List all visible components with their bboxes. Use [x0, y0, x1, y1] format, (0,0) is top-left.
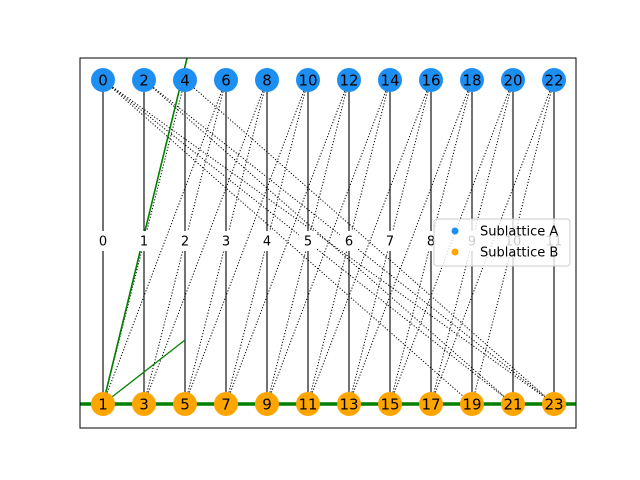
- top-node: [91, 68, 115, 92]
- legend-box: [433, 218, 571, 267]
- top-node-label: 12: [339, 72, 358, 90]
- top-node-label: 18: [462, 72, 481, 90]
- axes-frame: [79, 57, 577, 429]
- legend: Sublattice A Sublattice B: [433, 218, 571, 267]
- dotted-edge: [307, 79, 432, 405]
- bottom-node: [255, 392, 279, 416]
- bottom-node: [378, 392, 402, 416]
- plot-area: 01234567891011 0246810121416182022135791…: [80, 58, 576, 416]
- bottom-node: [337, 392, 361, 416]
- bottom-node-label: 15: [380, 396, 399, 414]
- middle-label: 6: [345, 235, 353, 250]
- highlight-edges: [80, 58, 576, 406]
- top-node: [542, 68, 566, 92]
- bottom-node-label: 5: [180, 396, 190, 414]
- top-node: [460, 68, 484, 92]
- bottom-node-label: 23: [544, 396, 563, 414]
- middle-label: 8: [427, 235, 435, 250]
- legend-label-sublattice-a: Sublattice A: [480, 225, 558, 240]
- middle-label: 5: [304, 235, 312, 250]
- top-node-label: 14: [380, 72, 399, 90]
- middle-label-bg: [299, 231, 317, 251]
- dotted-edge: [102, 79, 555, 405]
- top-node-label: 8: [262, 72, 272, 90]
- middle-label-bg: [176, 231, 194, 251]
- bottom-node-label: 19: [462, 396, 481, 414]
- middle-label: 4: [263, 235, 271, 250]
- bottom-node-label: 13: [339, 396, 358, 414]
- top-node: [214, 68, 238, 92]
- top-node-label: 16: [421, 72, 440, 90]
- bottom-node: [132, 392, 156, 416]
- top-node: [173, 68, 197, 92]
- dotted-edge: [225, 79, 350, 405]
- top-node: [419, 68, 443, 92]
- top-node: [132, 68, 156, 92]
- dotted-edge: [348, 79, 473, 405]
- middle-label: 1: [140, 235, 148, 250]
- legend-marker-sublattice-b: [451, 248, 459, 256]
- middle-label-bg: [258, 231, 276, 251]
- bottom-node-label: 7: [221, 396, 231, 414]
- top-node: [501, 68, 525, 92]
- dotted-edge: [102, 79, 227, 405]
- dotted-edge: [430, 79, 555, 405]
- middle-label-bg: [340, 231, 358, 251]
- top-node-label: 4: [180, 72, 190, 90]
- bottom-node-label: 1: [98, 396, 108, 414]
- middle-label: 3: [222, 235, 230, 250]
- bottom-node: [542, 392, 566, 416]
- bottom-node: [419, 392, 443, 416]
- highlight-steep-edge: [102, 58, 188, 405]
- dotted-edge: [389, 79, 514, 405]
- top-node-label: 10: [298, 72, 317, 90]
- bottom-node-label: 3: [139, 396, 149, 414]
- dotted-edge: [266, 79, 391, 405]
- bottom-node: [173, 392, 197, 416]
- bottom-node: [460, 392, 484, 416]
- middle-label-bg: [217, 231, 235, 251]
- middle-label-bg: [135, 231, 153, 251]
- bottom-node-label: 17: [421, 396, 440, 414]
- bottom-node-label: 9: [262, 396, 272, 414]
- middle-label-bg: [381, 231, 399, 251]
- bottom-node: [91, 392, 115, 416]
- top-node: [378, 68, 402, 92]
- middle-label: 2: [181, 235, 189, 250]
- bottom-node: [501, 392, 525, 416]
- top-node-label: 2: [139, 72, 149, 90]
- dotted-edge: [143, 79, 268, 405]
- top-node-label: 20: [503, 72, 522, 90]
- dotted-edge: [102, 79, 473, 405]
- top-node-label: 22: [544, 72, 563, 90]
- bottom-node: [214, 392, 238, 416]
- middle-label: 7: [386, 235, 394, 250]
- highlight-short-edge: [102, 339, 186, 405]
- bottom-node-label: 11: [298, 396, 317, 414]
- top-node: [337, 68, 361, 92]
- top-node-label: 6: [221, 72, 231, 90]
- middle-label: 0: [99, 235, 107, 250]
- top-node: [255, 68, 279, 92]
- legend-label-sublattice-b: Sublattice B: [480, 246, 558, 261]
- bottom-node: [296, 392, 320, 416]
- nodes: 0 2 4 6 8 10 12 14 16 18 20 221 3 5 7 9 11 13 15 17 19 21 23: [91, 68, 566, 416]
- top-node: [296, 68, 320, 92]
- top-node-label: 0: [98, 72, 108, 90]
- dotted-edge: [184, 79, 309, 405]
- middle-label-bg: [94, 231, 112, 251]
- legend-marker-sublattice-a: [451, 227, 459, 235]
- bottom-node-label: 21: [503, 396, 522, 414]
